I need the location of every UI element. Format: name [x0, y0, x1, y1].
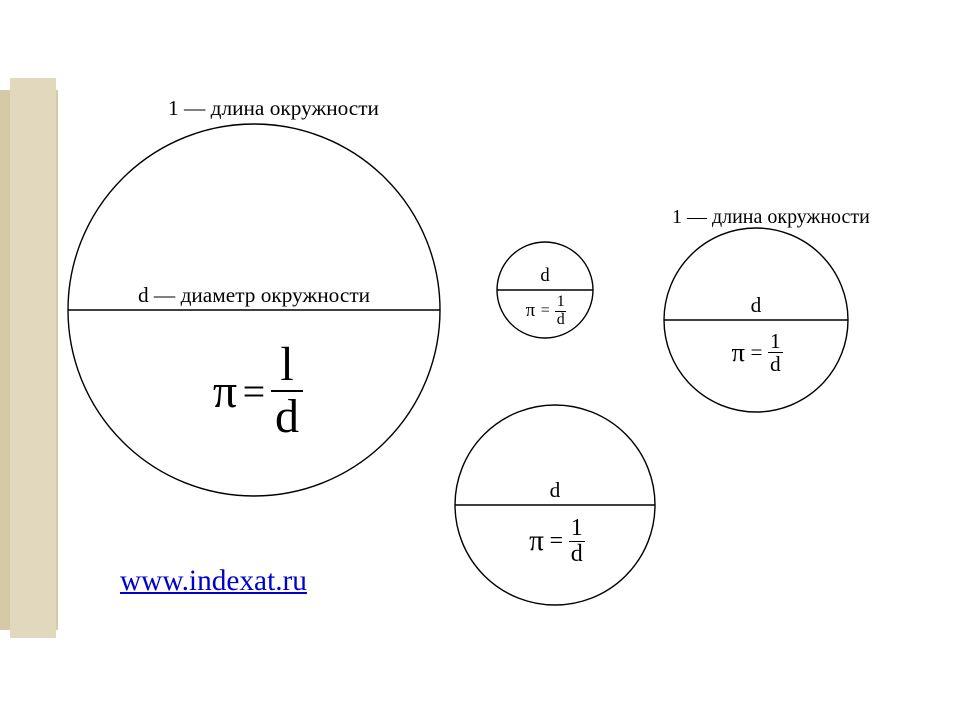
circle-right-top-label: 1 — длина окружности [672, 206, 870, 229]
numerator: 1 [770, 330, 781, 352]
equals-symbol: = [550, 528, 564, 555]
circle-bottom-diameter-label: d [455, 478, 655, 503]
fraction: 1 d [569, 516, 585, 567]
denominator: d [275, 392, 299, 442]
circle-right-diameter-label: d [664, 293, 848, 318]
diagram-svg [0, 0, 960, 720]
fraction: 1 d [555, 294, 566, 329]
circle-big-formula: π = l d [168, 340, 348, 443]
source-link[interactable]: www.indexat.ru [120, 565, 307, 598]
pi-symbol: π [731, 337, 744, 368]
pi-symbol: π [529, 525, 544, 558]
circle-tiny-diameter-label: d [497, 265, 593, 287]
fraction: l d [271, 340, 303, 443]
circle-bottom-formula: π = 1 d [502, 516, 612, 567]
equals-symbol: = [243, 368, 266, 415]
equals-symbol: = [751, 340, 763, 365]
equals-symbol: = [541, 302, 550, 320]
pi-symbol: π [213, 364, 237, 419]
denominator: d [770, 353, 781, 375]
circle-big-diameter-label: d — диаметр окружности [68, 283, 440, 308]
circle-right-formula: π = 1 d [710, 330, 804, 376]
numerator: l [280, 340, 293, 390]
circle-big-top-label: 1 — длина окружности [168, 96, 379, 121]
denominator: d [557, 312, 565, 329]
circle-tiny-formula: π = 1 d [516, 294, 576, 329]
fraction: 1 d [768, 330, 782, 376]
numerator: 1 [571, 516, 583, 541]
numerator: 1 [557, 294, 565, 311]
pi-symbol: π [526, 300, 535, 322]
denominator: d [571, 542, 583, 567]
